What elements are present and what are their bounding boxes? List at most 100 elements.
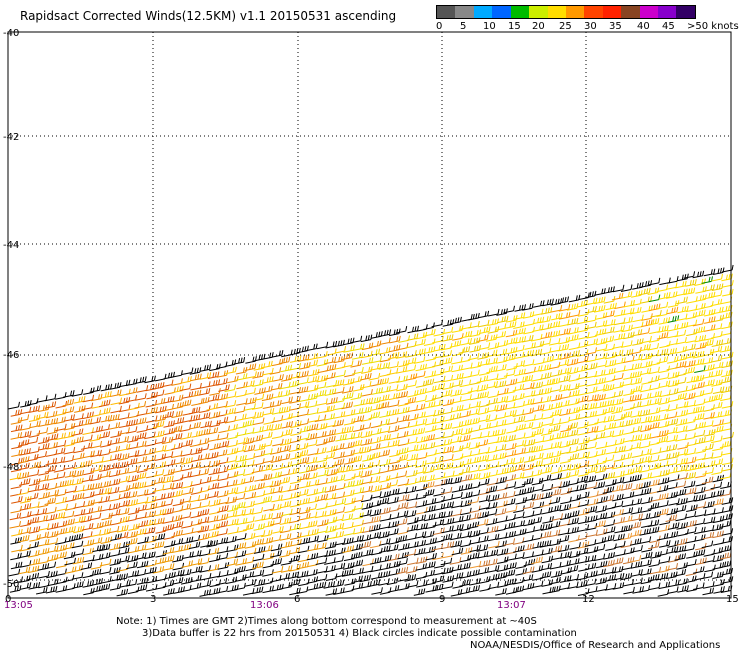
wind-barb xyxy=(702,301,714,309)
wind-barb xyxy=(28,446,40,454)
wind-barb xyxy=(415,500,428,508)
wind-barb xyxy=(476,375,489,383)
wind-barb xyxy=(487,373,499,382)
wind-barb xyxy=(287,571,300,580)
wind-barb xyxy=(478,463,491,472)
wind-barb xyxy=(242,427,255,436)
time-label: 13:05 xyxy=(4,600,33,611)
lat-label: -42 xyxy=(3,132,19,143)
wind-barb xyxy=(711,467,723,475)
wind-barb xyxy=(720,481,732,489)
wind-barb xyxy=(586,465,598,474)
wind-barb xyxy=(630,507,643,515)
wind-barb xyxy=(585,379,598,387)
wind-barb xyxy=(352,384,365,392)
wind-barb xyxy=(604,422,617,430)
wind-barb xyxy=(704,429,716,437)
wind-barb xyxy=(334,547,346,555)
wind-barb xyxy=(216,513,229,522)
wind-barb xyxy=(523,526,536,534)
wind-barb xyxy=(144,510,157,519)
wind-barb xyxy=(521,471,534,479)
wind-barb xyxy=(235,445,247,453)
wind-barb xyxy=(476,384,489,392)
wind-barb xyxy=(152,389,165,398)
wind-barbs xyxy=(8,264,734,597)
wind-barb xyxy=(325,380,338,388)
wind-barb xyxy=(505,553,517,562)
wind-barb xyxy=(332,443,345,451)
wind-barb xyxy=(461,314,473,322)
legend-labels: 0 5 10 15 20 25 30 35 40 45 >50 knots xyxy=(436,21,740,33)
wind-barb xyxy=(450,435,462,444)
wind-barb xyxy=(305,520,318,528)
wind-barb xyxy=(423,401,436,409)
wind-barb xyxy=(299,512,311,521)
wind-barb xyxy=(146,406,158,415)
wind-barb xyxy=(549,538,562,547)
wind-barb xyxy=(100,576,112,584)
wind-barb xyxy=(89,512,102,521)
wind-barb xyxy=(206,515,219,523)
wind-barb xyxy=(639,384,652,393)
wind-barb xyxy=(656,460,669,468)
wind-barb xyxy=(368,372,381,381)
wind-barb xyxy=(127,570,140,578)
wind-barb xyxy=(128,465,140,474)
wind-barb xyxy=(198,453,210,461)
wind-barb xyxy=(533,404,545,412)
wind-barb xyxy=(343,417,356,426)
wind-barb xyxy=(404,396,417,405)
wind-barb xyxy=(109,558,122,566)
wind-barb xyxy=(207,474,220,483)
wind-barb xyxy=(46,530,59,539)
wind-barb xyxy=(540,331,553,340)
wind-barb xyxy=(658,524,670,533)
wind-barb xyxy=(108,509,121,517)
wind-barb xyxy=(468,448,481,457)
wind-barb xyxy=(332,531,344,539)
wind-barb xyxy=(496,308,508,316)
wind-barb xyxy=(452,372,464,381)
map-grid xyxy=(8,32,731,598)
wind-barb xyxy=(424,328,436,337)
wind-barb xyxy=(458,466,471,475)
wind-barb xyxy=(639,481,651,489)
wind-barb xyxy=(621,348,634,357)
wind-barb xyxy=(711,379,723,387)
wind-barb xyxy=(595,560,608,569)
wind-barb xyxy=(378,570,391,579)
wind-barb xyxy=(135,552,147,560)
wind-barb xyxy=(353,343,365,351)
wind-barb xyxy=(647,349,660,358)
wind-barb xyxy=(551,513,563,521)
wind-barb xyxy=(675,434,687,442)
wind-barb xyxy=(521,477,534,486)
wind-barb xyxy=(675,346,687,354)
wind-barb xyxy=(98,431,111,439)
wind-barb xyxy=(20,400,32,408)
wind-barb xyxy=(405,533,417,541)
wind-barb xyxy=(595,473,608,482)
wind-barb xyxy=(631,290,643,298)
wind-barb xyxy=(523,518,536,527)
wind-barb xyxy=(343,378,355,386)
wind-barb xyxy=(686,495,698,503)
wind-barb xyxy=(558,312,571,320)
wind-barb xyxy=(243,380,255,388)
wind-barb xyxy=(371,403,383,411)
wind-barb xyxy=(576,547,589,556)
wind-barb xyxy=(162,523,175,532)
wind-barb xyxy=(494,380,507,389)
wind-barb xyxy=(271,511,284,520)
wind-barb xyxy=(324,372,336,380)
wind-barb xyxy=(496,356,508,364)
wind-barb xyxy=(83,587,95,596)
wind-barb xyxy=(55,400,68,409)
wind-barb xyxy=(190,382,202,391)
wind-barb xyxy=(612,284,625,293)
wind-barb xyxy=(307,384,319,393)
wind-barb xyxy=(496,548,509,556)
wind-barb xyxy=(478,494,491,503)
wind-barb xyxy=(243,444,256,453)
